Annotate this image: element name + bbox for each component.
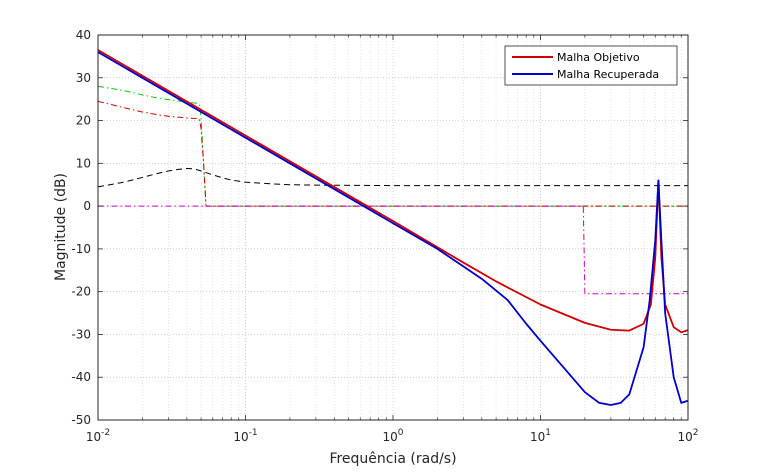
x-tick-label: 102	[677, 428, 698, 444]
x-tick-label: 101	[530, 428, 551, 444]
x-tick-label: 10-1	[233, 428, 257, 444]
y-tick-label: 10	[76, 156, 91, 170]
series-malha-objetivo	[97, 49, 689, 334]
y-tick-label: 0	[83, 199, 91, 213]
legend-label-malha-recuperada: Malha Recuperada	[557, 68, 659, 81]
legend-label-malha-objetivo: Malha Objetivo	[557, 51, 640, 64]
y-tick-label: -30	[71, 327, 91, 341]
legend-box	[504, 45, 678, 86]
series-malha-recuperada	[97, 51, 689, 406]
y-tick-label: -40	[71, 370, 91, 384]
legend: Malha Objetivo Malha Recuperada	[504, 45, 678, 86]
x-tick-label: 10-2	[86, 428, 110, 444]
series-dashed-4	[97, 167, 688, 188]
y-tick-label: 20	[76, 114, 91, 128]
y-tick-label: -50	[71, 413, 91, 427]
y-tick-label: 40	[76, 28, 91, 42]
series-layer	[97, 49, 689, 406]
x-axis-label: Frequência (rad/s)	[329, 451, 456, 467]
y-tick-label: -10	[71, 242, 91, 256]
y-tick-label: -20	[71, 285, 91, 299]
series-dashdot-5	[98, 205, 688, 295]
y-tick-label: 30	[76, 71, 91, 85]
x-tick-label: 100	[382, 428, 403, 444]
ticks: 10-2 10-1 100 101 102 -50 -40 -30 -20 -10 0 10 20 30 4…	[71, 28, 698, 444]
y-axis-label: Magnitude (dB)	[53, 173, 69, 281]
series-dashdot-3	[97, 100, 688, 207]
